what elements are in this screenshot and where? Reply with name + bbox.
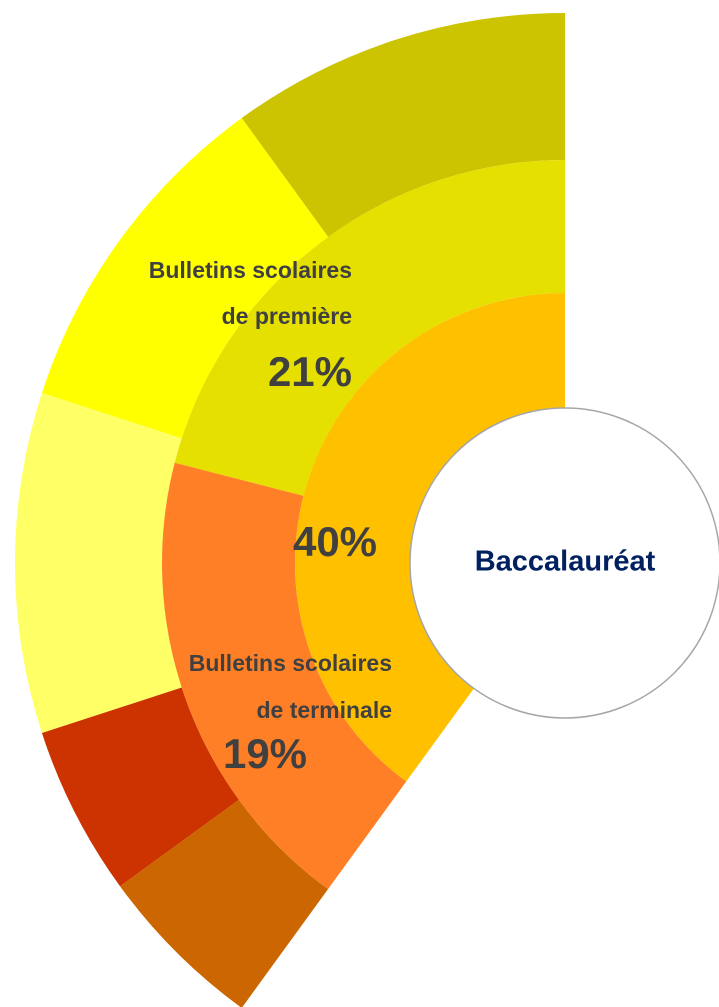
center-circle xyxy=(409,407,719,719)
value-label: 21% xyxy=(268,348,352,395)
segment-label: de première xyxy=(222,303,352,329)
segment xyxy=(241,13,565,237)
segments xyxy=(14,13,565,1007)
segment xyxy=(14,393,182,733)
value-label: 40% xyxy=(293,518,377,565)
segment xyxy=(41,687,239,887)
segment-label: Bulletins scolaires xyxy=(189,650,392,676)
segment xyxy=(174,160,565,496)
labels: 40% Bulletins scolaires de première 21% Bull… xyxy=(149,257,392,777)
segment xyxy=(120,799,329,1007)
value-label: 19% xyxy=(223,730,307,777)
segment xyxy=(295,293,565,782)
segment xyxy=(162,462,407,890)
segment-label: Bulletins scolaires xyxy=(149,257,352,283)
segment-label: de terminale xyxy=(257,697,393,723)
segment xyxy=(41,118,329,439)
center-label: Baccalauréat xyxy=(475,546,656,578)
